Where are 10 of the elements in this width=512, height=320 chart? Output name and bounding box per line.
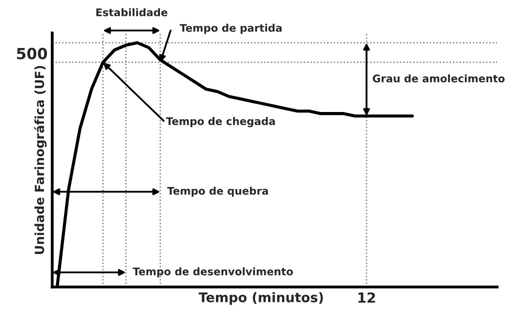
annotation: Tempo de chegada (166, 117, 275, 128)
text: 500 (17, 48, 48, 60)
text: Tempo de partida (180, 24, 282, 34)
text: Estabilidade (96, 8, 168, 16)
text: 12 (358, 292, 375, 303)
annotation: Tempo de quebra (167, 186, 268, 197)
annotation: Grau de amolecimento (372, 74, 505, 82)
y-axis-title: Unidade Farinográfica (UF) (34, 66, 47, 254)
annotation: Tempo de desenvolvimento (132, 267, 293, 278)
x-axis-title: Tempo (minutos) (198, 292, 323, 305)
